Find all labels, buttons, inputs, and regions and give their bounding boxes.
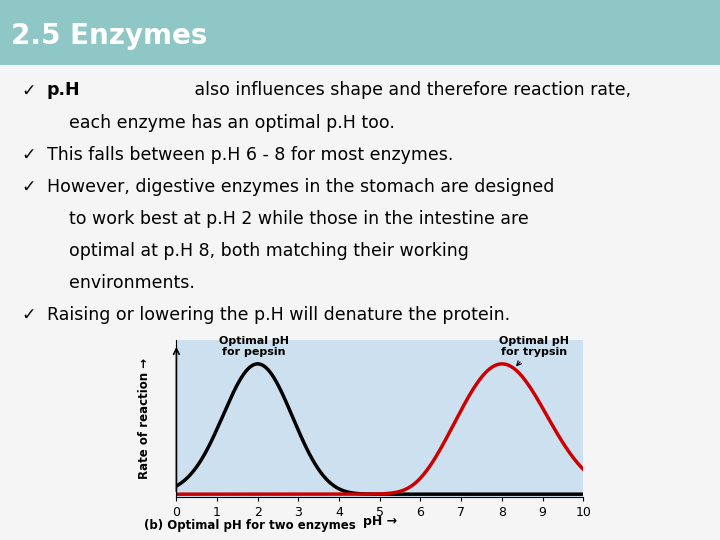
Text: Rate of reaction →: Rate of reaction →: [138, 358, 150, 479]
Text: ✓: ✓: [22, 146, 36, 164]
Text: This falls between p.H 6 - 8 for most enzymes.: This falls between p.H 6 - 8 for most en…: [47, 146, 453, 164]
Text: ✓: ✓: [22, 306, 36, 324]
Text: ✓: ✓: [22, 82, 36, 99]
Text: pH →: pH →: [363, 515, 397, 528]
Text: Raising or lowering the p.H will denature the protein.: Raising or lowering the p.H will denatur…: [47, 306, 510, 324]
Text: also influences shape and therefore reaction rate,: also influences shape and therefore reac…: [189, 82, 631, 99]
Text: (b) Optimal pH for two enzymes: (b) Optimal pH for two enzymes: [144, 519, 356, 532]
Text: Optimal pH
for trypsin: Optimal pH for trypsin: [500, 335, 570, 366]
Text: p.H: p.H: [47, 82, 81, 99]
Text: environments.: environments.: [47, 274, 194, 292]
Text: Optimal pH
for pepsin: Optimal pH for pepsin: [219, 335, 289, 364]
Text: optimal at p.H 8, both matching their working: optimal at p.H 8, both matching their wo…: [47, 242, 469, 260]
Text: each enzyme has an optimal p.H too.: each enzyme has an optimal p.H too.: [47, 113, 395, 132]
Text: to work best at p.H 2 while those in the intestine are: to work best at p.H 2 while those in the…: [47, 210, 528, 228]
Text: 2.5 Enzymes: 2.5 Enzymes: [11, 22, 207, 50]
Text: ✓: ✓: [22, 178, 36, 195]
Text: However, digestive enzymes in the stomach are designed: However, digestive enzymes in the stomac…: [47, 178, 554, 195]
